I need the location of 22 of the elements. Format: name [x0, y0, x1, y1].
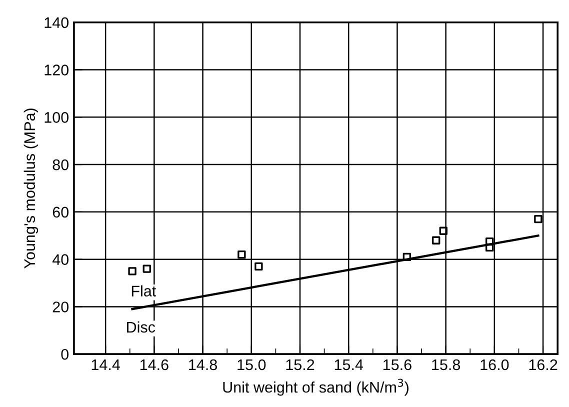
- annotation: Flat: [132, 285, 156, 297]
- x-tick-label: 14.6: [140, 359, 168, 370]
- x-tick-label: 15.6: [384, 359, 412, 370]
- x-tick-label: 15.0: [238, 359, 266, 370]
- y-tick-label: 80: [52, 159, 69, 170]
- annotation: Disc: [127, 321, 156, 333]
- x-tick-label: 16.2: [529, 359, 558, 370]
- y-axis-title: Young's modulus (MPa): [24, 108, 38, 268]
- x-axis-title: Unit weight of sand (kN/m$^{3}$): [223, 378, 408, 396]
- x-tick-label: 16.0: [480, 359, 509, 370]
- y-tick-label: 100: [44, 112, 69, 123]
- y-tick-label: 120: [44, 64, 69, 76]
- x-tick-label: 14.4: [92, 360, 120, 370]
- x-tick-label: 15.2: [286, 359, 314, 370]
- y-tick-label: 20: [52, 302, 69, 312]
- x-tick-label: 14.8: [189, 359, 217, 370]
- y-tick-label: 140: [44, 17, 69, 28]
- y-tick-label: 0: [61, 348, 69, 360]
- y-tick-label: 60: [52, 206, 69, 218]
- y-tick-label: 40: [52, 254, 69, 266]
- x-tick-label: 15.8: [432, 359, 460, 370]
- x-tick-label: 15.4: [334, 360, 364, 370]
